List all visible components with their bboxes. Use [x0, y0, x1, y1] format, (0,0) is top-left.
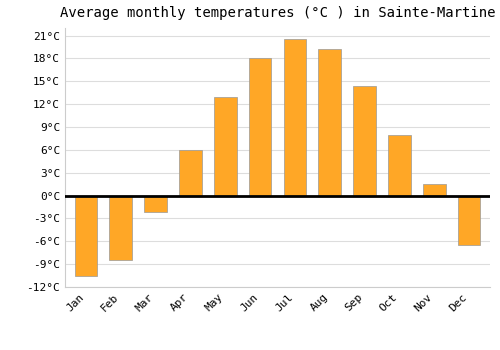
Bar [458, 196, 480, 245]
Bar [74, 196, 97, 275]
Bar [318, 49, 341, 196]
Bar [249, 58, 272, 196]
Bar [423, 184, 446, 196]
Bar [179, 150, 202, 196]
Bar [144, 196, 167, 212]
Bar [354, 86, 376, 196]
Bar [284, 40, 306, 196]
Title: Average monthly temperatures (°C ) in Sainte-Martine: Average monthly temperatures (°C ) in Sa… [60, 6, 495, 20]
Bar [388, 135, 410, 196]
Bar [110, 196, 132, 260]
Bar [214, 97, 236, 196]
